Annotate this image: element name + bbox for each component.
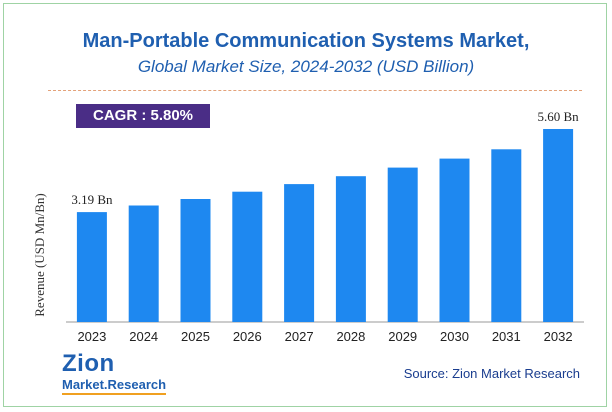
x-tick-label-2032: 2032 — [544, 329, 573, 344]
bar-2032 — [543, 129, 574, 322]
bar-2024 — [128, 205, 159, 322]
x-tick-label-2023: 2023 — [77, 329, 106, 344]
bar-2030 — [439, 158, 470, 322]
bar-2029 — [387, 167, 418, 322]
data-label-2023: 3.19 Bn — [71, 192, 113, 207]
data-label-2032: 5.60 Bn — [538, 109, 580, 124]
x-tick-label-2030: 2030 — [440, 329, 469, 344]
title-divider — [48, 90, 582, 91]
cagr-badge: CAGR : 5.80% — [76, 104, 210, 128]
logo-wordmark: Zion — [62, 350, 115, 377]
x-tick-label-2026: 2026 — [233, 329, 262, 344]
bar-2026 — [232, 191, 263, 322]
bar-2025 — [180, 199, 211, 322]
zion-logo: Zion Market.Research — [62, 350, 167, 396]
x-tick-label-2029: 2029 — [388, 329, 417, 344]
bar-2031 — [491, 149, 522, 322]
chart-subtitle: Global Market Size, 2024-2032 (USD Billi… — [137, 57, 475, 76]
x-tick-label-2025: 2025 — [181, 329, 210, 344]
x-tick-label-2031: 2031 — [492, 329, 521, 344]
bar-2023 — [76, 212, 107, 322]
x-tick-label-2024: 2024 — [129, 329, 158, 344]
chart-title: Man-Portable Communication Systems Marke… — [82, 30, 530, 52]
logo-subtext: Market.Research — [62, 377, 167, 395]
bar-2027 — [284, 184, 315, 322]
x-tick-label-2027: 2027 — [285, 329, 314, 344]
bar-2028 — [335, 176, 366, 322]
x-tick-label-2028: 2028 — [336, 329, 365, 344]
source-note: Source: Zion Market Research — [403, 366, 580, 381]
